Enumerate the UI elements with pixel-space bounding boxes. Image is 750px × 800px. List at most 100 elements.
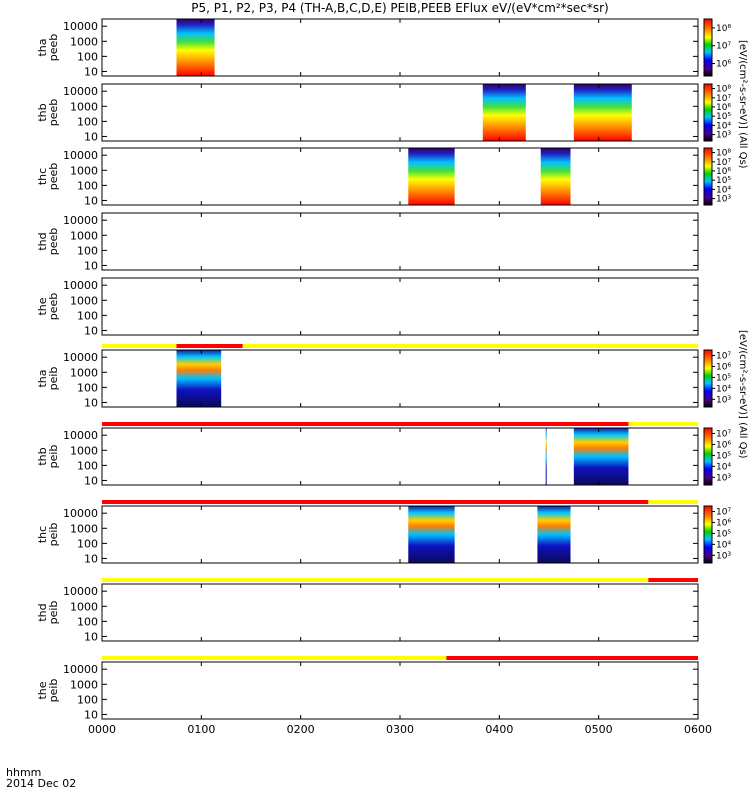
panel-ylabel: thbpeeb (36, 99, 60, 127)
flag-bar-group (102, 344, 698, 660)
y-tick-label: 100 (77, 115, 98, 128)
panel-ylabel-line: peeb (47, 228, 60, 256)
ion-colorbar-label: [eV/(cm²-s-sr-eV)] (All Qs) (737, 330, 748, 459)
colorbar-tick-label: 10⁵ (716, 373, 731, 383)
y-tick-label: 10 (84, 396, 98, 409)
colorbar-tick-label: 10⁸ (716, 85, 731, 95)
panel-ylabel: thepeeb (36, 293, 60, 321)
panel-ylabel: thdpeib (36, 601, 60, 625)
panel-frame (101, 583, 699, 642)
y-tick-label: 100 (77, 693, 98, 706)
y-tick-label: 1000 (70, 444, 98, 457)
panel-frame (101, 661, 699, 720)
colorbar-tha-peeb: 10⁶ 10⁷ 10⁸ (703, 18, 731, 77)
colorbar-tick-label: 10⁷ (716, 507, 731, 517)
colorbar-tick-label: 10⁸ (716, 149, 731, 159)
panel-ylabel-line: peeb (47, 99, 60, 127)
panel-ylabel: thdpeeb (36, 228, 60, 256)
colorbar-tick-label: 10⁵ (716, 176, 731, 186)
y-tick-label: 100 (77, 615, 98, 628)
chart-title: P5, P1, P2, P3, P4 (TH-A,B,C,D,E) PEIB,P… (191, 1, 609, 15)
flag-bar (102, 422, 698, 426)
flag-bar (102, 500, 698, 504)
y-tick-label: 100 (77, 537, 98, 550)
panel-ylabel: thapeib (36, 367, 60, 391)
colorbar-tick-label: 10⁶ (716, 103, 731, 113)
panel-ylabel: thcpeib (36, 523, 60, 547)
flag-segment (648, 500, 698, 504)
panel-ylabel: thepeib (36, 679, 60, 703)
y-tick-label: 10000 (63, 214, 98, 227)
panel-ylabel-line: thd (36, 603, 49, 621)
y-tick-label: 10 (84, 259, 98, 272)
colorbar-tick-label: 10⁶ (716, 60, 731, 70)
x-tick-label: 0400 (485, 723, 513, 736)
colorbar-tick-label: 10⁸ (716, 24, 731, 34)
panel-ylabel-line: the (36, 297, 49, 315)
flag-segment (446, 656, 698, 660)
colorbar-tick-label: 10⁶ (716, 167, 731, 177)
spectrogram-block (482, 84, 526, 141)
y-tick-label: 10000 (63, 351, 98, 364)
y-tick-label: 100 (77, 244, 98, 257)
y-tick-label: 10 (84, 130, 98, 143)
panel-ylabel: thapeeb (36, 34, 60, 62)
colorbar-tick-label: 10⁷ (716, 351, 731, 361)
flag-segment (102, 344, 177, 348)
panel-ylabel-line: peib (47, 601, 60, 625)
spectrogram-block (408, 148, 455, 205)
spectrogram-block (408, 506, 455, 563)
flag-bar (102, 656, 698, 660)
y-tick-label: 1000 (70, 164, 98, 177)
panel-ylabel-line: thb (36, 447, 49, 465)
y-tick-label: 1000 (70, 366, 98, 379)
colorbar-tick-label: 10³ (716, 395, 731, 405)
colorbar-tick-label: 10³ (716, 551, 731, 561)
y-tick-label: 1000 (70, 522, 98, 535)
y-tick-label: 10000 (63, 85, 98, 98)
colorbar-tick-label: 10⁶ (716, 362, 731, 372)
y-tick-label: 10 (84, 324, 98, 337)
y-tick-label: 10 (84, 630, 98, 643)
y-tick-label: 10 (84, 65, 98, 78)
spectrogram-block (176, 350, 222, 407)
panel-ylabel-line: peib (47, 523, 60, 547)
flag-segment (102, 578, 649, 582)
x-tick-label: 0200 (287, 723, 315, 736)
x-tick-label: 0600 (684, 723, 712, 736)
panel-ylabel-line: peeb (47, 163, 60, 191)
panel-ylabel-line: peib (47, 445, 60, 469)
x-tick-label: 0000 (88, 723, 116, 736)
y-tick-label: 100 (77, 179, 98, 192)
panel-ylabel-line: peeb (47, 293, 60, 321)
panel-ylabel-line: the (36, 681, 49, 699)
panel-frame (101, 277, 699, 336)
y-tick-label: 10000 (63, 429, 98, 442)
panel-frame (101, 212, 699, 271)
panel-ylabel-line: peib (47, 679, 60, 703)
y-tick-label: 10000 (63, 279, 98, 292)
panel-ylabel-line: tha (36, 369, 49, 387)
panel-group: 10100100010000thapeeb10100100010000thbpe… (36, 18, 699, 721)
x-tick-label: 0500 (585, 723, 613, 736)
colorbar-tick-label: 10⁵ (716, 451, 731, 461)
time-axis-label: hhmm (6, 766, 42, 779)
panel-ylabel-line: thb (36, 103, 49, 121)
colorbar-tick-label: 10⁷ (716, 42, 731, 52)
colorbar-scale (703, 147, 713, 206)
panel-ylabel-line: thc (36, 168, 49, 185)
y-tick-label: 10 (84, 708, 98, 721)
y-tick-label: 100 (77, 50, 98, 63)
colorbar-scale (703, 349, 713, 408)
